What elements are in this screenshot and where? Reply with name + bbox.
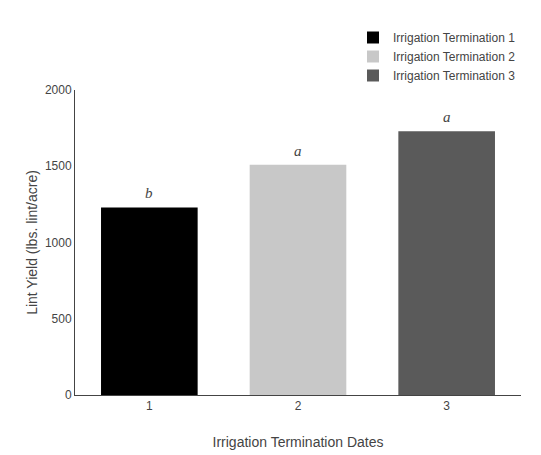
- svg-text:Irrigation Termination 2: Irrigation Termination 2: [393, 50, 515, 64]
- svg-text:a: a: [443, 109, 451, 125]
- svg-text:Irrigation Termination 1: Irrigation Termination 1: [393, 31, 515, 45]
- svg-text:1: 1: [146, 399, 153, 413]
- svg-text:500: 500: [52, 312, 72, 326]
- svg-text:a: a: [294, 143, 302, 159]
- svg-text:2000: 2000: [45, 83, 72, 97]
- svg-text:2: 2: [295, 399, 302, 413]
- svg-text:3: 3: [443, 399, 450, 413]
- svg-text:Irrigation Termination Dates: Irrigation Termination Dates: [213, 434, 384, 450]
- svg-text:Irrigation Termination 3: Irrigation Termination 3: [393, 69, 515, 83]
- svg-text:b: b: [145, 185, 153, 201]
- svg-text:1500: 1500: [45, 159, 72, 173]
- svg-text:Lint Yield (lbs. lint/acre): Lint Yield (lbs. lint/acre): [24, 170, 40, 315]
- svg-text:0: 0: [65, 388, 72, 402]
- svg-text:1000: 1000: [45, 236, 72, 250]
